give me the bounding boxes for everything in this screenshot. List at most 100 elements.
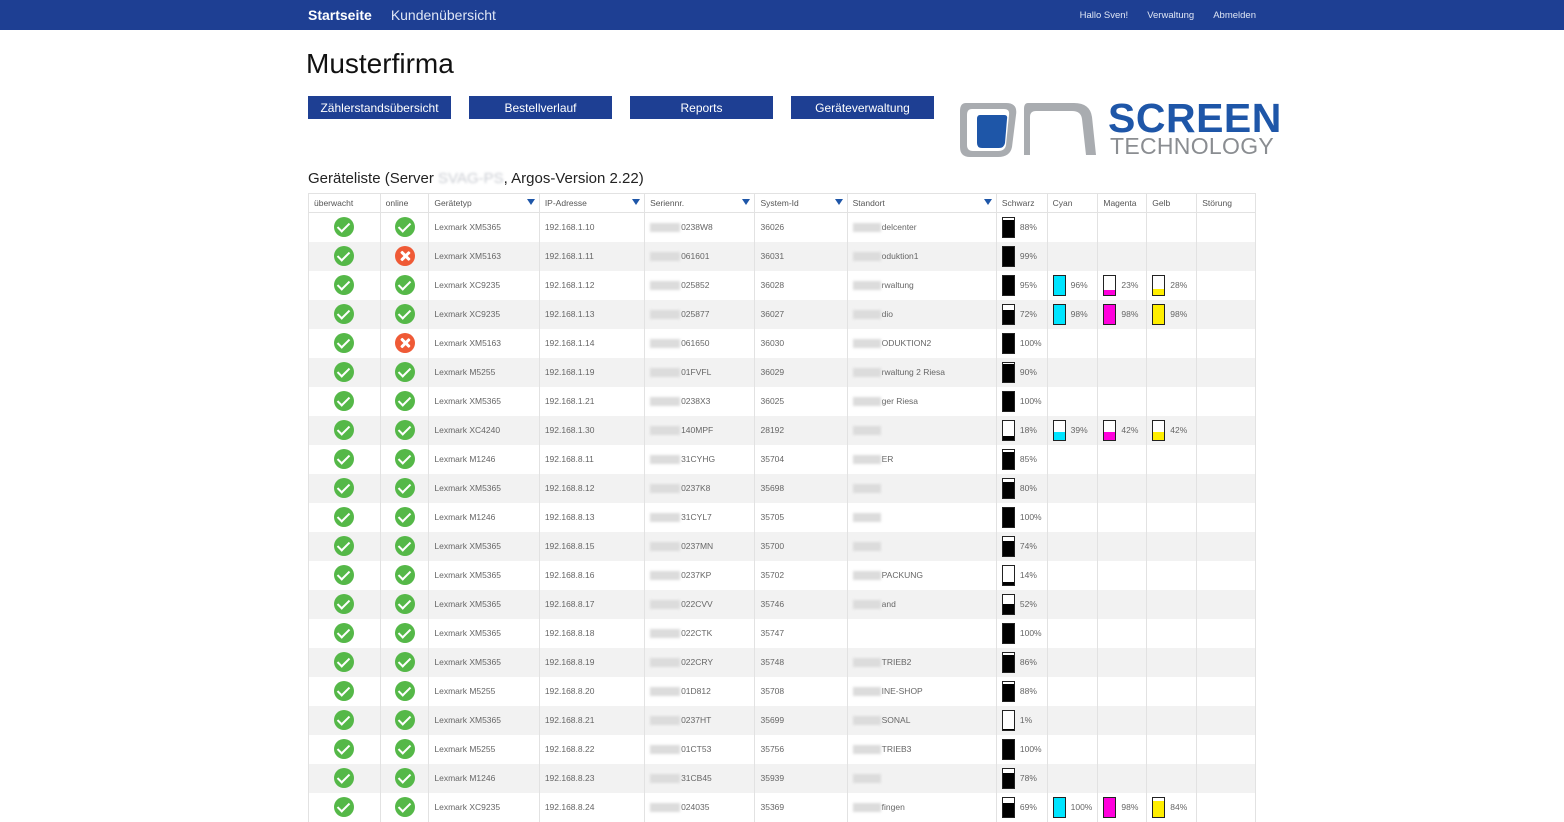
ip-address-cell: 192.168.8.23 bbox=[539, 764, 644, 793]
serial-cell: 0238W8 bbox=[645, 213, 755, 242]
check-icon bbox=[334, 652, 354, 672]
order-history-button[interactable]: Bestellverlauf bbox=[469, 96, 612, 119]
magenta-cell bbox=[1098, 242, 1147, 271]
fault-cell bbox=[1197, 764, 1256, 793]
cyan-toner-gauge: 100% bbox=[1053, 797, 1093, 818]
monitored-cell bbox=[309, 561, 381, 590]
black-cell: 99% bbox=[996, 242, 1047, 271]
black-cell: 74% bbox=[996, 532, 1047, 561]
page-title: Musterfirma bbox=[306, 48, 454, 80]
filter-icon[interactable] bbox=[632, 199, 640, 205]
redacted-serial-prefix bbox=[650, 542, 680, 551]
black-cell: 69% bbox=[996, 793, 1047, 822]
nav-user-greeting[interactable]: Hallo Sven! bbox=[1080, 10, 1129, 21]
filter-icon[interactable] bbox=[527, 199, 535, 205]
black-cell: 78% bbox=[996, 764, 1047, 793]
monitored-cell bbox=[309, 793, 381, 822]
col-monitored[interactable]: überwacht bbox=[309, 194, 381, 213]
location-cell: ger Riesa bbox=[847, 387, 996, 416]
nav-logout-link[interactable]: Abmelden bbox=[1213, 10, 1256, 21]
serial-suffix: 025852 bbox=[681, 280, 709, 290]
location-cell: rwaltung bbox=[847, 271, 996, 300]
col-black[interactable]: Schwarz bbox=[996, 194, 1047, 213]
nav-admin-link[interactable]: Verwaltung bbox=[1147, 10, 1194, 21]
check-icon bbox=[334, 565, 354, 585]
redacted-serial-prefix bbox=[650, 571, 680, 580]
device-type-cell: Lexmark M1246 bbox=[429, 503, 539, 532]
toner-percent: 42% bbox=[1121, 425, 1138, 435]
nav-right: Hallo Sven! Verwaltung Abmelden bbox=[1080, 0, 1256, 30]
col-magenta[interactable]: Magenta bbox=[1098, 194, 1147, 213]
redacted-location-prefix bbox=[853, 542, 881, 551]
redacted-serial-prefix bbox=[650, 310, 680, 319]
monitored-cell bbox=[309, 416, 381, 445]
nav-home-link[interactable]: Startseite bbox=[308, 7, 372, 23]
filter-icon[interactable] bbox=[835, 199, 843, 205]
col-serial[interactable]: Seriennr. bbox=[645, 194, 755, 213]
yellow-cell: 42% bbox=[1147, 416, 1197, 445]
online-cell bbox=[380, 387, 429, 416]
serial-cell: 061650 bbox=[645, 329, 755, 358]
toner-percent: 28% bbox=[1170, 280, 1187, 290]
col-fault[interactable]: Störung bbox=[1197, 194, 1256, 213]
system-id-cell: 35756 bbox=[755, 735, 847, 764]
check-icon bbox=[334, 710, 354, 730]
toner-percent: 100% bbox=[1020, 744, 1042, 754]
col-ip-address[interactable]: IP-Adresse bbox=[539, 194, 644, 213]
check-icon bbox=[334, 739, 354, 759]
cyan-cell bbox=[1047, 590, 1098, 619]
counter-overview-button[interactable]: Zählerstandsübersicht bbox=[308, 96, 451, 119]
nav-customers-link[interactable]: Kundenübersicht bbox=[391, 7, 496, 23]
magenta-cell bbox=[1098, 648, 1147, 677]
ip-address-cell: 192.168.1.11 bbox=[539, 242, 644, 271]
col-device-type[interactable]: Gerätetyp bbox=[429, 194, 539, 213]
system-id-cell: 35746 bbox=[755, 590, 847, 619]
redacted-serial-prefix bbox=[650, 600, 680, 609]
black-toner-gauge: 100% bbox=[1002, 623, 1042, 644]
device-management-button[interactable]: Geräteverwaltung bbox=[791, 96, 934, 119]
location-cell bbox=[847, 503, 996, 532]
check-icon bbox=[395, 420, 415, 440]
col-yellow[interactable]: Gelb bbox=[1147, 194, 1197, 213]
col-system-id[interactable]: System-Id bbox=[755, 194, 847, 213]
col-cyan[interactable]: Cyan bbox=[1047, 194, 1098, 213]
filter-icon[interactable] bbox=[984, 199, 992, 205]
toner-box bbox=[1152, 797, 1165, 818]
black-cell: 14% bbox=[996, 561, 1047, 590]
yellow-cell bbox=[1147, 503, 1197, 532]
filter-icon[interactable] bbox=[742, 199, 750, 205]
redacted-location-prefix bbox=[853, 223, 881, 232]
check-icon bbox=[334, 304, 354, 324]
redacted-location-prefix bbox=[853, 716, 881, 725]
toner-box bbox=[1053, 797, 1066, 818]
cyan-cell bbox=[1047, 358, 1098, 387]
online-cell bbox=[380, 242, 429, 271]
ip-address-cell: 192.168.1.13 bbox=[539, 300, 644, 329]
black-toner-gauge: 100% bbox=[1002, 391, 1042, 412]
reports-button[interactable]: Reports bbox=[630, 96, 773, 119]
toner-fill bbox=[1054, 305, 1065, 324]
col-online[interactable]: online bbox=[380, 194, 429, 213]
col-location[interactable]: Standort bbox=[847, 194, 996, 213]
